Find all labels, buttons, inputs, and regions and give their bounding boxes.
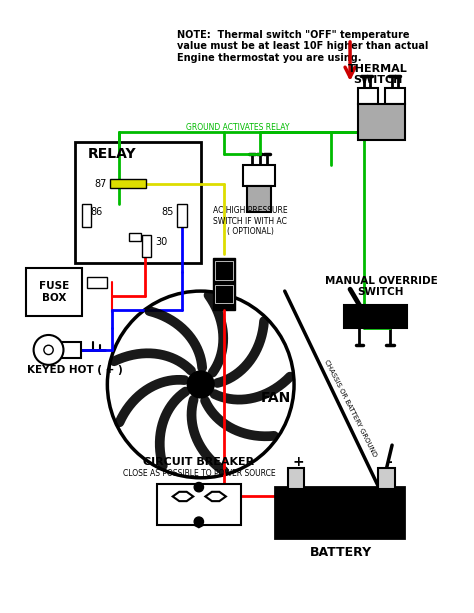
Text: BATTERY: BATTERY [310,546,372,559]
Text: FUSE
BOX: FUSE BOX [39,281,69,303]
Bar [61,341,81,359]
Bar [215,284,233,303]
Bar [275,487,404,538]
Text: GROUND ACTIVATES RELAY: GROUND ACTIVATES RELAY [186,123,290,132]
Text: FAN: FAN [260,392,291,405]
Bar [288,468,304,489]
Bar [177,204,187,227]
Text: RELAY: RELAY [88,147,137,161]
Circle shape [194,482,203,492]
Text: AC HIGH PRESSURE
SWITCH IF WITH AC
( OPTIONAL): AC HIGH PRESSURE SWITCH IF WITH AC ( OPT… [213,206,288,236]
Text: THERMAL
SWITCH: THERMAL SWITCH [348,64,408,85]
Text: NOTE:  Thermal switch "OFF" temperature
value must be at least 10F higher than a: NOTE: Thermal switch "OFF" temperature v… [177,29,429,63]
Bar [110,179,146,188]
Text: MANUAL OVERRIDE
SWITCH: MANUAL OVERRIDE SWITCH [325,276,437,297]
Bar [75,142,201,263]
Bar [213,259,235,310]
Bar [357,88,378,104]
Bar [26,268,82,316]
Bar [247,186,271,211]
Text: KEYED HOT ( + ): KEYED HOT ( + ) [27,365,123,375]
Text: 85: 85 [162,207,174,217]
Bar [243,165,275,186]
Text: 87: 87 [95,179,107,189]
Circle shape [44,345,53,354]
Text: CIRCUIT BREAKER: CIRCUIT BREAKER [143,457,255,467]
Polygon shape [159,485,239,525]
Bar [82,204,91,227]
Bar [157,484,241,525]
Text: CLOSE AS POSSIBLE TO POWER SOURCE: CLOSE AS POSSIBLE TO POWER SOURCE [122,468,275,478]
Text: 30: 30 [155,237,168,246]
Text: CHASSIS OR BATTERY GROUND: CHASSIS OR BATTERY GROUND [323,358,377,457]
Bar [87,277,107,288]
Text: 86: 86 [90,207,102,217]
Text: +: + [293,455,304,469]
Polygon shape [159,506,239,527]
Polygon shape [205,492,226,501]
Text: -: - [386,455,392,469]
Bar [384,88,405,104]
Bar [344,305,407,327]
Circle shape [34,335,64,365]
Circle shape [194,517,203,527]
Circle shape [188,371,214,397]
Bar [378,468,395,489]
Bar [357,104,405,140]
Bar [142,235,151,257]
Polygon shape [173,492,193,501]
Bar [129,233,141,241]
Circle shape [107,291,294,478]
Bar [215,261,233,280]
